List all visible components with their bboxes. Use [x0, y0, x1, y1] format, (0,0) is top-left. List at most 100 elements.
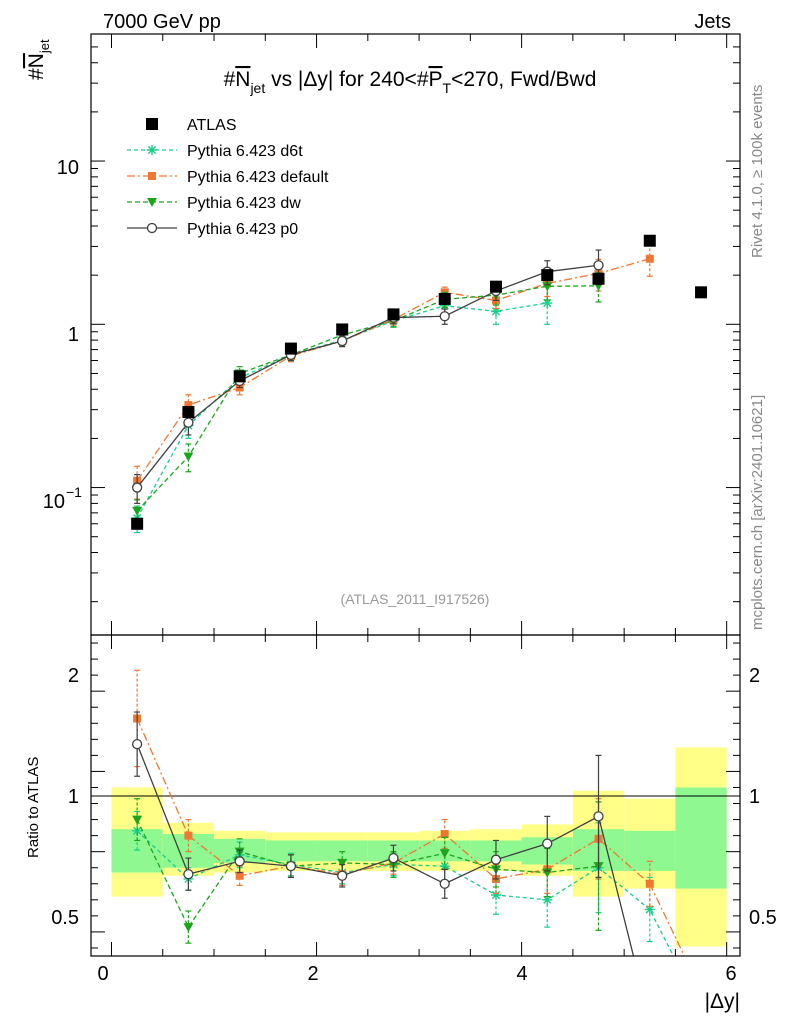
ratio-pythia-6-423-p0: [131, 711, 635, 956]
main-line-pythia-6-423-default: [136, 258, 650, 482]
ratio-point: [542, 894, 553, 905]
ratio-point: [184, 831, 193, 840]
ylabel-jet: jet: [37, 39, 52, 54]
legend-marker: [147, 198, 157, 207]
axis-ticks: [91, 33, 740, 956]
legend-label: ATLAS: [187, 117, 237, 134]
legend-marker: [148, 172, 156, 180]
ratio-point: [235, 871, 244, 880]
legend-entry: Pythia 6.423 d6t: [127, 143, 303, 160]
ratio-y-axis-label: Ratio to ATLAS: [25, 757, 42, 858]
ratio-ytick-label-1-right: 1: [749, 786, 760, 808]
main-series-layer: [131, 234, 708, 534]
main-point: [645, 254, 654, 263]
ratio-point: [183, 923, 194, 933]
ratio-point: [234, 856, 245, 867]
main-y-axis-label: #Njet: [25, 39, 52, 80]
ratio-line-pythia-6-423-default: [136, 718, 686, 956]
ratio-point: [439, 878, 450, 889]
xtick-label-4: 4: [516, 963, 527, 985]
ylabel-hash: #: [25, 68, 48, 80]
title-middle: vs |Δy| for 240<#: [265, 68, 429, 91]
ytick-label-0.1-base: 10: [43, 491, 65, 513]
legend-marker: [146, 118, 158, 130]
ratio-band-green: [316, 840, 368, 862]
main-point: [131, 517, 144, 530]
ratio-line-pythia-6-423-dw: [136, 819, 599, 929]
ytick-label-10: 10: [57, 157, 79, 179]
legend-entry: Pythia 6.423 p0: [127, 221, 298, 238]
main-point: [387, 308, 400, 321]
main-line-pythia-6-423-dw: [136, 285, 599, 512]
ratio-point: [490, 854, 502, 865]
ratio-band-green: [111, 829, 163, 873]
ylabel-n: N: [25, 53, 48, 68]
main-point: [183, 417, 194, 428]
main-pythia-6-423-dw: [132, 272, 604, 525]
ratio-ytick-label-2-right: 2: [749, 665, 760, 687]
title-t-sub: T: [443, 80, 452, 96]
title-jet-sub: jet: [249, 80, 265, 96]
ratio-band-green: [265, 840, 317, 862]
main-point: [336, 323, 349, 336]
ratio-ytick-label-2: 2: [68, 665, 79, 687]
ratio-point: [337, 858, 348, 868]
side-rivet-label: Rivet 4.1.0, ≥ 100k events: [749, 85, 766, 258]
ratio-point: [183, 868, 194, 880]
main-atlas: [131, 234, 708, 530]
ratio-point: [131, 738, 143, 750]
main-point: [183, 452, 194, 462]
header-energy-label: 7000 GeV pp: [103, 11, 221, 33]
main-point: [438, 292, 451, 305]
legend-marker: [146, 222, 158, 234]
main-point: [592, 272, 605, 285]
x-axis-label: |Δy|: [705, 990, 740, 1013]
legend-entry: Pythia 6.423 default: [127, 169, 329, 186]
side-mcplots-label: mcplots.cern.ch [arXiv:2401.10621]: [749, 395, 766, 630]
ratio-point: [132, 825, 143, 836]
analysis-watermark: (ATLAS_2011_I917526): [341, 591, 490, 607]
ratio-y-axis-label-group: Ratio to ATLAS: [25, 757, 42, 858]
main-line-pythia-6-423-d6t: [136, 302, 548, 519]
main-point: [284, 342, 297, 355]
legend-entry: Pythia 6.423 dw: [127, 195, 301, 212]
main-line-pythia-6-423-p0: [136, 264, 599, 488]
main-point: [182, 406, 195, 419]
main-point: [695, 286, 708, 299]
ytick-label-0.1: 10: [43, 491, 65, 513]
ratio-band-green: [675, 787, 727, 889]
title-n: N: [235, 68, 250, 91]
title-end: <270, Fwd/Bwd: [451, 68, 596, 91]
ratio-point: [490, 890, 501, 901]
ratio-point: [644, 904, 655, 915]
main-point: [132, 506, 143, 516]
ratio-series-layer: [131, 669, 686, 956]
chart-title: #Njet vs |Δy| for 240<#PT<270, Fwd/Bwd: [224, 68, 597, 96]
legend-label: Pythia 6.423 dw: [187, 195, 301, 212]
main-point: [490, 306, 501, 317]
ratio-point: [388, 852, 399, 864]
main-point: [541, 269, 554, 282]
ratio-point: [440, 830, 449, 839]
main-point: [593, 260, 604, 271]
main-point: [439, 311, 450, 322]
main-point: [337, 335, 348, 347]
ytick-label-0.1-exponent: −1: [66, 484, 82, 500]
main-point: [184, 401, 193, 410]
main-pythia-6-423-p0: [131, 249, 604, 504]
main-point: [489, 280, 502, 293]
main-point: [542, 298, 553, 309]
ratio-ytick-label-0.5: 0.5: [51, 907, 79, 929]
xtick-label-0: 0: [97, 963, 108, 985]
ratio-point: [542, 838, 553, 849]
main-point: [131, 482, 143, 493]
ratio-point: [439, 849, 450, 859]
main-point: [643, 234, 656, 247]
side-mcplots-label-group: mcplots.cern.ch [arXiv:2401.10621]: [749, 395, 766, 630]
title-p: P: [429, 68, 443, 91]
legend-entry: ATLAS: [146, 117, 237, 134]
ratio-line-pythia-6-423-d6t: [136, 830, 675, 956]
main-point: [233, 370, 246, 383]
ratio-ytick-label-0.5-right: 0.5: [749, 907, 777, 929]
